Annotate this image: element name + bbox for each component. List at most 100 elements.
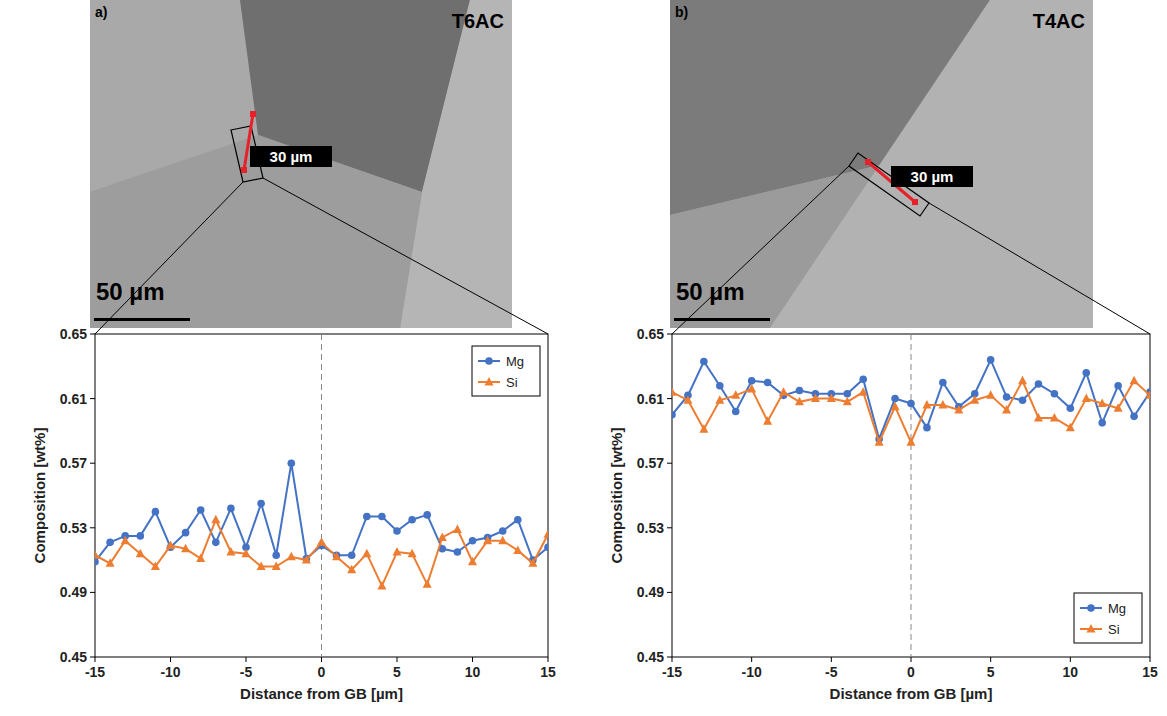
grain bbox=[90, 135, 422, 328]
point bbox=[923, 424, 931, 432]
point bbox=[922, 400, 931, 409]
point bbox=[748, 377, 756, 385]
micrograph-ground bbox=[90, 0, 512, 328]
scan-length: 30 µm bbox=[270, 148, 313, 165]
y-tick bbox=[90, 398, 95, 399]
point bbox=[454, 548, 462, 556]
point bbox=[1114, 382, 1122, 390]
point bbox=[438, 532, 447, 541]
point bbox=[859, 387, 868, 396]
scale-bar bbox=[94, 318, 190, 321]
point bbox=[699, 424, 708, 433]
legend: Mg Si bbox=[1074, 593, 1142, 643]
x-axis-title: Distance from GB [µm] bbox=[830, 685, 993, 702]
plot-frame bbox=[95, 334, 548, 657]
legend-marker bbox=[485, 377, 494, 386]
y-axis-title: Composition [wt%] bbox=[31, 428, 48, 564]
point bbox=[226, 547, 235, 556]
point bbox=[1066, 423, 1075, 432]
y-tick bbox=[667, 592, 672, 593]
gb-line bbox=[321, 334, 322, 657]
point bbox=[257, 562, 266, 571]
point bbox=[1082, 394, 1091, 403]
point bbox=[1019, 396, 1027, 404]
x-tick bbox=[990, 657, 991, 662]
point bbox=[514, 516, 522, 524]
y-tick-label: 0.45 bbox=[60, 649, 87, 665]
data bbox=[672, 356, 1150, 446]
x-tick-label: -5 bbox=[825, 664, 838, 680]
micrograph bbox=[670, 0, 1093, 328]
point bbox=[513, 545, 522, 554]
grain bbox=[770, 0, 1093, 328]
point bbox=[683, 395, 692, 404]
scan-end bbox=[865, 159, 871, 165]
legend-label: Si bbox=[506, 375, 518, 390]
point bbox=[499, 527, 507, 535]
plot-frame bbox=[672, 334, 1150, 657]
y-tick bbox=[90, 334, 95, 335]
point bbox=[182, 529, 190, 537]
point bbox=[408, 549, 417, 558]
point bbox=[483, 536, 492, 545]
point bbox=[498, 536, 507, 545]
y-tick-label: 0.65 bbox=[60, 326, 87, 342]
y-tick-label: 0.45 bbox=[637, 649, 664, 665]
point bbox=[732, 408, 740, 416]
y-tick bbox=[667, 334, 672, 335]
point bbox=[197, 506, 205, 514]
legend-box bbox=[1074, 593, 1142, 643]
point bbox=[811, 394, 820, 403]
point bbox=[257, 500, 265, 508]
scan-end bbox=[912, 199, 918, 205]
point bbox=[843, 390, 851, 398]
point bbox=[106, 558, 115, 567]
x-tick bbox=[1150, 657, 1151, 662]
point bbox=[212, 539, 220, 547]
y-tick-label: 0.53 bbox=[60, 520, 87, 536]
legend-label: Mg bbox=[1108, 601, 1126, 616]
sample-title: T4AC bbox=[1033, 10, 1085, 32]
y-tick bbox=[90, 527, 95, 528]
point bbox=[377, 581, 386, 590]
point bbox=[408, 516, 416, 524]
point bbox=[1098, 398, 1107, 407]
legend-label: Si bbox=[1108, 622, 1120, 637]
data bbox=[95, 459, 548, 589]
y-tick-label: 0.61 bbox=[60, 391, 87, 407]
x-axis-title: Distance from GB [µm] bbox=[240, 685, 403, 702]
series-line bbox=[672, 360, 1150, 439]
scan-label-box bbox=[891, 166, 973, 187]
point bbox=[843, 397, 852, 406]
legend-marker bbox=[485, 357, 493, 365]
point bbox=[986, 390, 995, 399]
point bbox=[166, 541, 175, 550]
y-tick bbox=[90, 657, 95, 658]
point bbox=[1035, 380, 1043, 388]
panel: 30 µm50 µmb)T4AC0.450.490.530.570.610.65… bbox=[608, 0, 1158, 702]
panel: 30 µm50 µma)T6AC0.450.490.530.570.610.65… bbox=[31, 0, 556, 702]
point bbox=[1002, 405, 1011, 414]
scan-label-box bbox=[250, 146, 332, 167]
y-tick-label: 0.53 bbox=[637, 520, 664, 536]
point bbox=[1003, 393, 1011, 401]
x-tick-label: 15 bbox=[540, 664, 556, 680]
legend: MgSi bbox=[472, 346, 540, 396]
zoom-line bbox=[929, 203, 1150, 334]
point bbox=[763, 416, 772, 425]
point bbox=[423, 511, 431, 519]
series-line bbox=[672, 381, 1150, 442]
x-tick-label: -15 bbox=[662, 664, 682, 680]
point bbox=[891, 395, 899, 403]
point bbox=[152, 508, 160, 516]
x-tick-label: -10 bbox=[160, 664, 180, 680]
point bbox=[544, 529, 549, 538]
panel-label: a) bbox=[95, 4, 107, 20]
point bbox=[907, 400, 915, 408]
point bbox=[859, 375, 867, 383]
point bbox=[1082, 369, 1090, 377]
point bbox=[317, 537, 326, 546]
y-tick bbox=[90, 463, 95, 464]
scale-bar-label: 50 µm bbox=[96, 278, 165, 305]
point bbox=[332, 552, 341, 561]
